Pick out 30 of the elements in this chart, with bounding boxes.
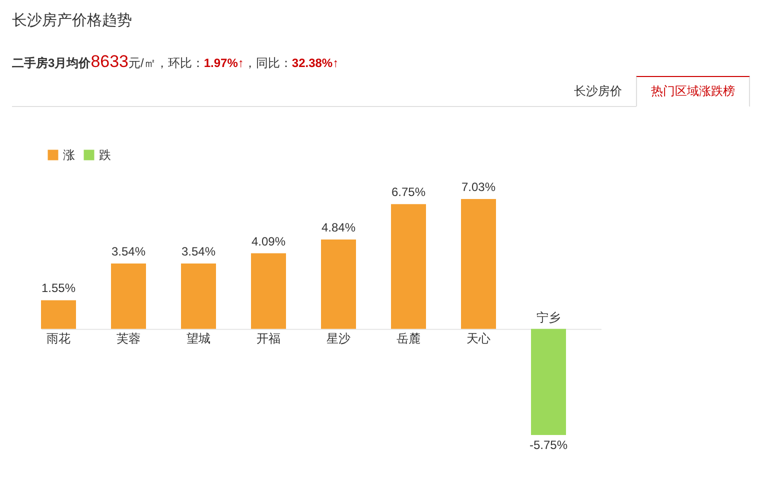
chart-subtitle: 二手房3月均价8633元/㎡，环比：1.97%↑，同比：32.38%↑: [12, 52, 339, 71]
bar: [41, 300, 76, 329]
text: 长沙房价: [573, 82, 623, 100]
bar: [391, 204, 426, 329]
data-label: -5.75%: [529, 438, 568, 452]
bar: [461, 199, 496, 329]
data-label: 4.84%: [321, 220, 356, 234]
data-label: 3.54%: [181, 244, 216, 258]
data-label: 4.09%: [251, 234, 286, 248]
bar: [111, 263, 146, 329]
legend-label: 涨: [63, 148, 75, 162]
bar: [321, 239, 356, 329]
x-tick-label: 雨花: [46, 331, 70, 346]
bar: [531, 328, 566, 435]
x-tick-label: 芙蓉: [116, 331, 140, 346]
x-tick-label: 星沙: [326, 331, 350, 346]
data-label: 1.55%: [41, 281, 76, 296]
data-label: 6.75%: [391, 185, 426, 200]
data-label: 7.03%: [461, 180, 496, 194]
legend-label: 跌: [99, 148, 111, 162]
x-tick-label: 开福: [256, 331, 280, 346]
x-tick-label: 岳麓: [396, 331, 420, 346]
x-tick-label: 天心: [466, 331, 490, 346]
x-tick-label: 望城: [186, 331, 210, 346]
tab: 热门区域涨跌榜: [636, 76, 750, 107]
bar: [181, 263, 216, 329]
x-tick-label: 宁乡: [536, 310, 560, 324]
bar: [251, 253, 286, 329]
data-label: 3.54%: [111, 244, 146, 258]
chart-title: 长沙房产价格趋势: [12, 11, 132, 30]
